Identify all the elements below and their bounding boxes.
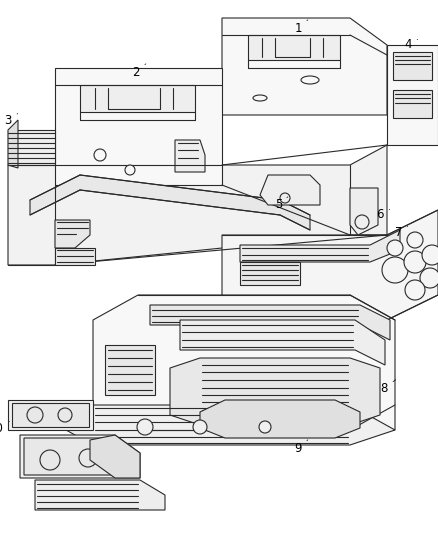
- Text: 7: 7: [395, 225, 408, 238]
- Polygon shape: [170, 358, 380, 425]
- Ellipse shape: [253, 95, 267, 101]
- Text: 9: 9: [294, 440, 308, 455]
- Text: 2: 2: [133, 64, 146, 78]
- Circle shape: [382, 257, 408, 283]
- Polygon shape: [55, 68, 222, 185]
- Circle shape: [58, 408, 72, 422]
- Polygon shape: [8, 120, 18, 168]
- Polygon shape: [90, 435, 140, 478]
- Polygon shape: [8, 145, 387, 265]
- Polygon shape: [393, 90, 432, 118]
- Text: 1: 1: [294, 20, 308, 35]
- Text: 4: 4: [405, 38, 417, 52]
- Polygon shape: [387, 45, 438, 145]
- Polygon shape: [200, 400, 360, 438]
- Polygon shape: [240, 230, 400, 262]
- Polygon shape: [180, 320, 385, 365]
- Text: 3: 3: [5, 114, 18, 126]
- Circle shape: [355, 215, 369, 229]
- Polygon shape: [105, 345, 155, 395]
- Polygon shape: [80, 85, 195, 112]
- Polygon shape: [8, 400, 93, 430]
- Ellipse shape: [301, 76, 319, 84]
- Text: 8: 8: [381, 379, 396, 394]
- Polygon shape: [175, 140, 205, 172]
- Circle shape: [280, 193, 290, 203]
- Circle shape: [193, 420, 207, 434]
- Polygon shape: [240, 262, 300, 285]
- Circle shape: [404, 251, 426, 273]
- Circle shape: [259, 421, 271, 433]
- Polygon shape: [222, 18, 387, 115]
- Polygon shape: [350, 188, 378, 235]
- Circle shape: [422, 245, 438, 265]
- Polygon shape: [30, 175, 310, 230]
- Polygon shape: [55, 248, 95, 265]
- Polygon shape: [222, 210, 438, 320]
- Circle shape: [420, 268, 438, 288]
- Circle shape: [125, 165, 135, 175]
- Circle shape: [79, 449, 97, 467]
- Polygon shape: [150, 305, 390, 340]
- Text: 5: 5: [275, 197, 288, 212]
- Polygon shape: [248, 35, 340, 60]
- Polygon shape: [48, 405, 395, 445]
- Polygon shape: [20, 435, 140, 478]
- Polygon shape: [55, 220, 90, 248]
- Polygon shape: [12, 403, 89, 427]
- Circle shape: [94, 149, 106, 161]
- Polygon shape: [8, 130, 55, 165]
- Circle shape: [27, 407, 43, 423]
- Circle shape: [40, 450, 60, 470]
- Circle shape: [407, 232, 423, 248]
- Circle shape: [387, 240, 403, 256]
- Circle shape: [405, 280, 425, 300]
- Polygon shape: [393, 52, 432, 80]
- Text: 6: 6: [377, 208, 390, 222]
- Polygon shape: [35, 480, 165, 510]
- Polygon shape: [24, 438, 136, 475]
- Text: 10: 10: [0, 421, 10, 434]
- Polygon shape: [260, 175, 320, 205]
- Polygon shape: [93, 295, 395, 430]
- Circle shape: [137, 419, 153, 435]
